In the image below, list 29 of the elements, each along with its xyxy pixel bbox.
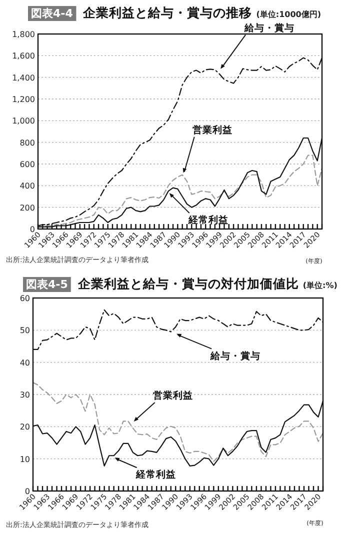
y-tick-label: 40: [20, 358, 30, 368]
chart-subtitle: 企業利益と給与・賞与の推移: [82, 5, 252, 20]
annotation: 営業利益: [192, 124, 232, 136]
y-tick-label: 1,800: [12, 30, 35, 39]
y-tick-label: 600: [20, 160, 35, 169]
y-tick-label: 800: [20, 138, 35, 148]
annotation: 営業利益: [152, 389, 193, 402]
y-tick-label: 30: [20, 390, 30, 400]
annotation: 給与・賞与: [210, 350, 261, 362]
y-tick-label: 0: [30, 225, 35, 234]
y-tick-label: 400: [20, 182, 35, 191]
annotation: 経常利益: [134, 468, 176, 481]
y-tick-label: 200: [20, 203, 35, 212]
y-axis-title: (単位:1000億円): [256, 10, 321, 19]
y-tick-label: 0: [24, 487, 30, 496]
annotation: 経常利益: [187, 214, 228, 226]
y-tick-label: 60: [20, 294, 30, 303]
y-axis-title: (単位:%): [302, 281, 338, 290]
y-tick-label: 50: [20, 326, 30, 336]
y-tick-label: 10: [20, 454, 30, 464]
y-tick-label: 1,400: [12, 73, 35, 82]
y-tick-label: 1,200: [12, 95, 35, 104]
chart-title: 図表4-4: [31, 7, 74, 20]
y-tick-label: 20: [20, 422, 30, 432]
chart-title: 図表4-5: [26, 278, 68, 291]
y-tick-label: 1,000: [12, 116, 35, 126]
y-tick-label: 1,600: [12, 52, 35, 61]
chart-subtitle: 企業利益と給与・賞与の対付加価値比: [76, 276, 299, 291]
annotation: 給与・賞与: [244, 22, 295, 34]
